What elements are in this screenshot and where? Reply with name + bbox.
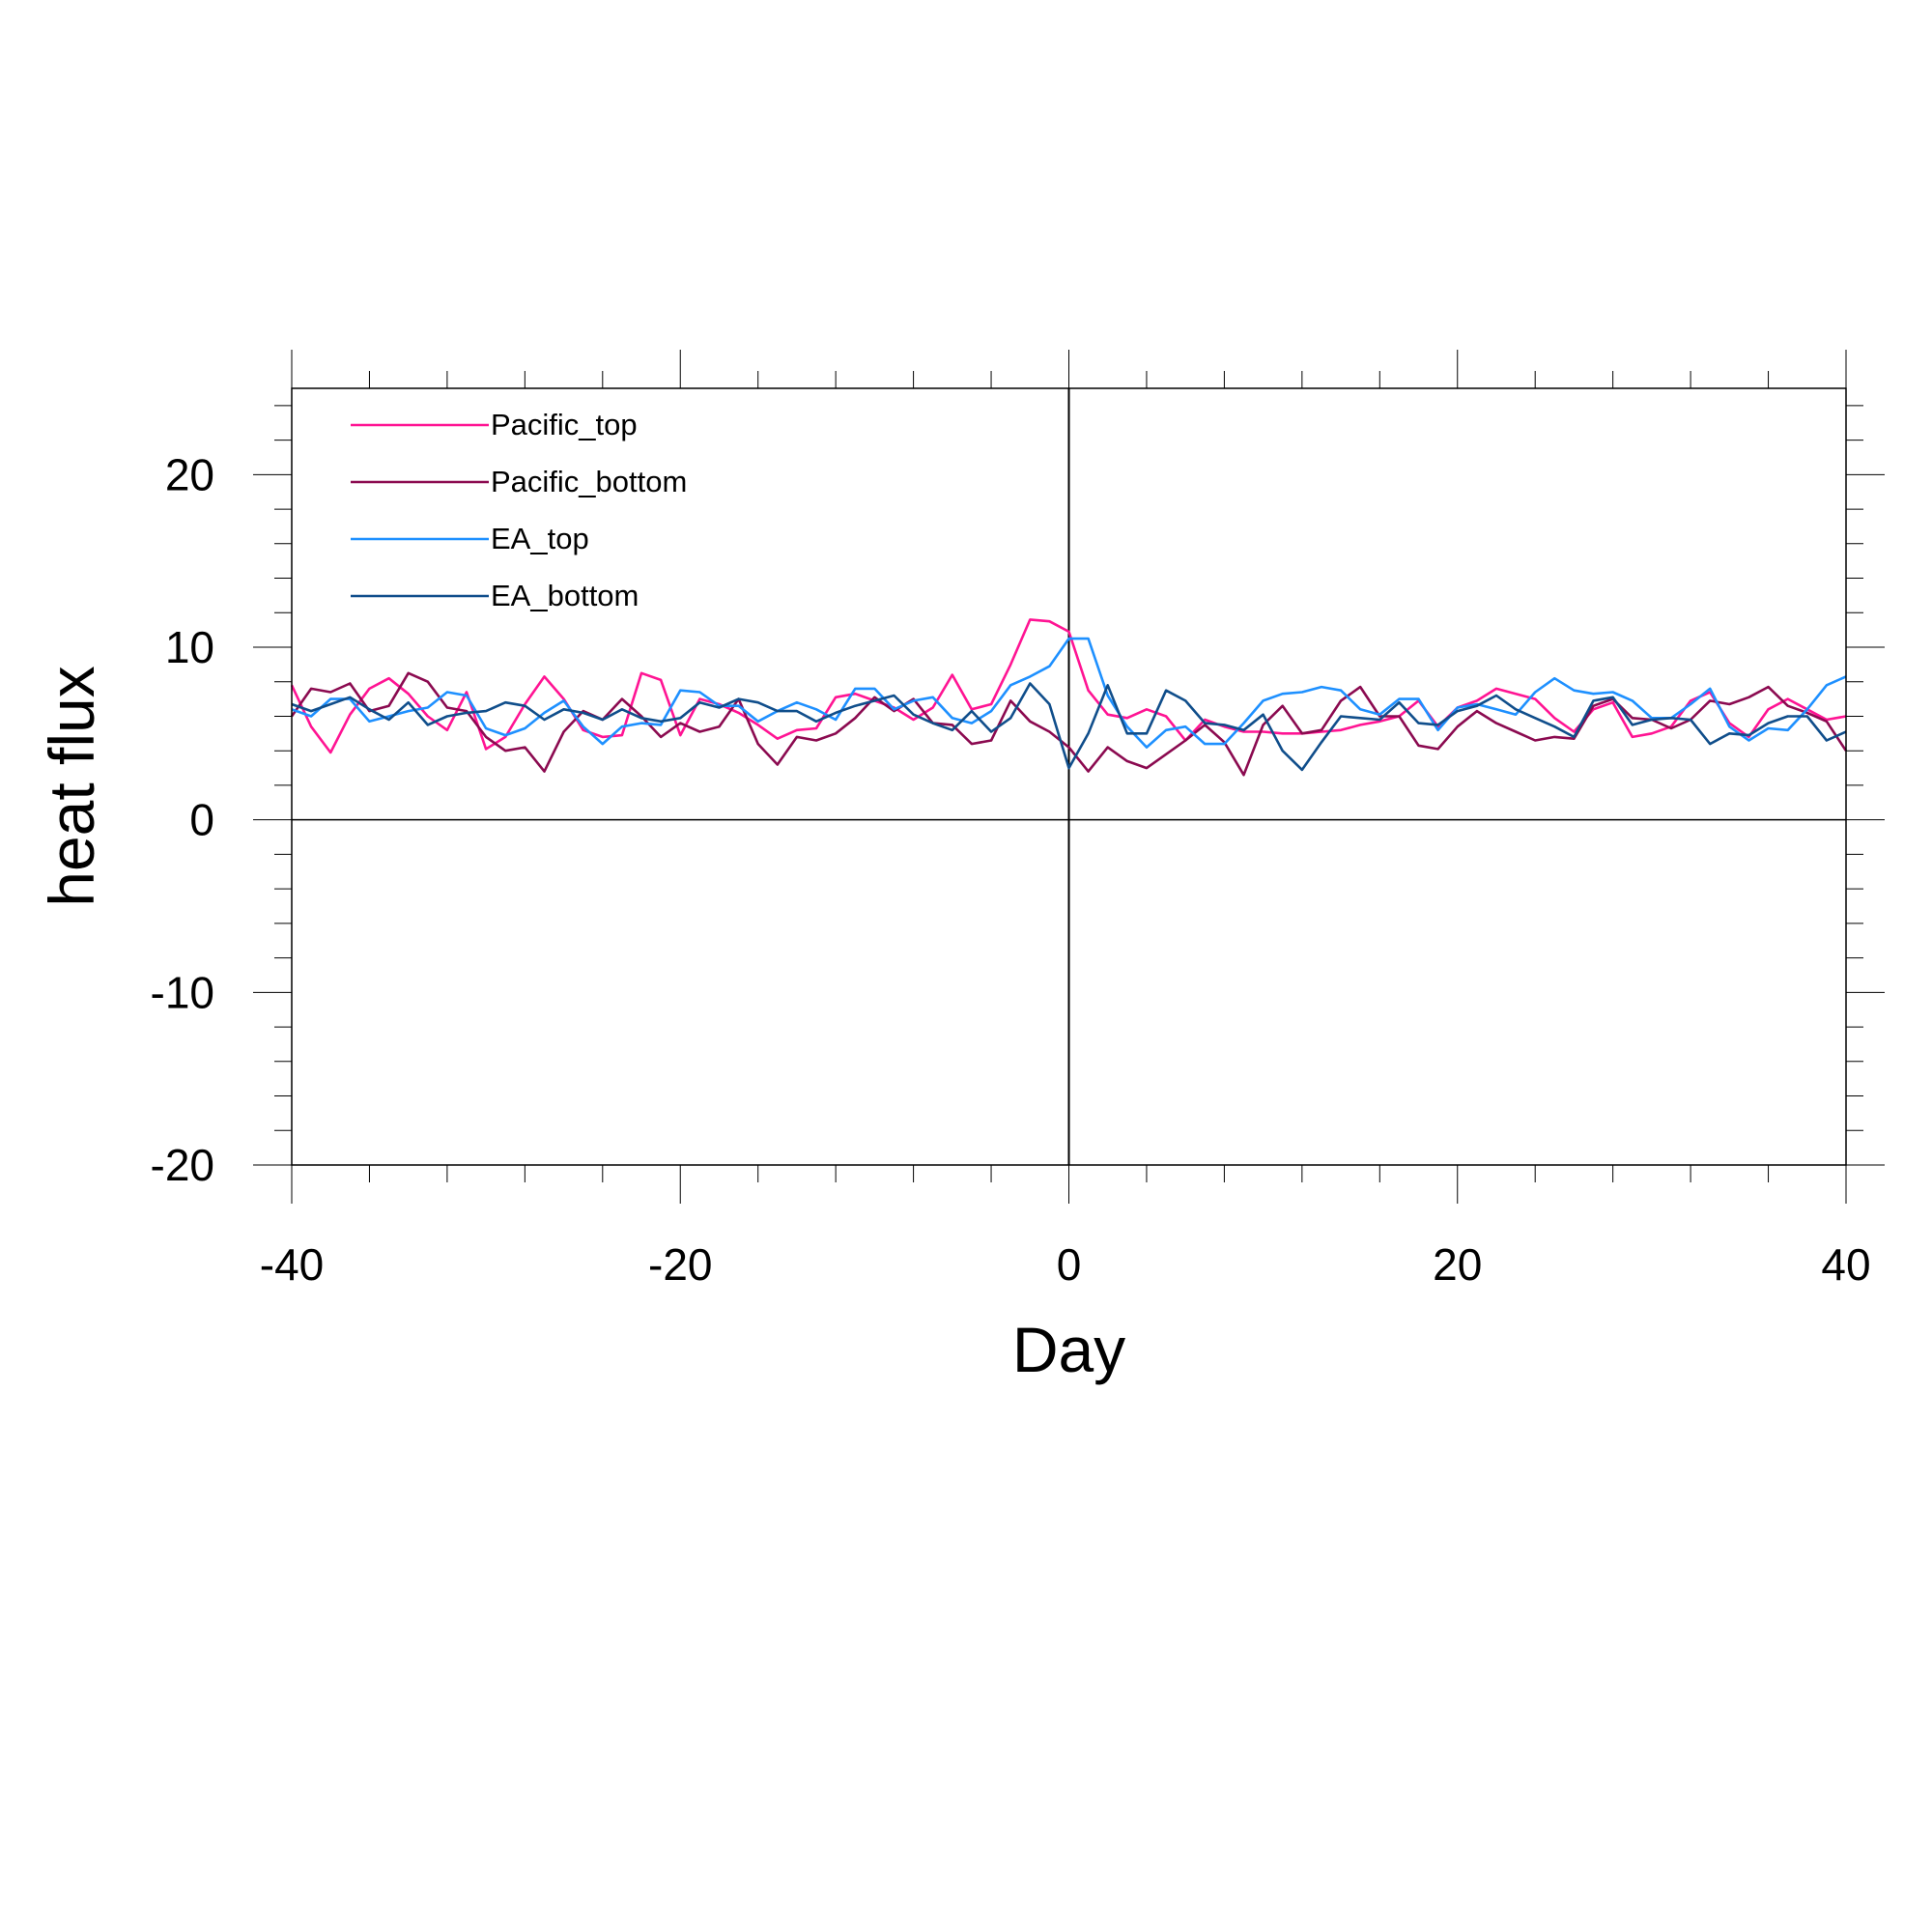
x-axis-title: Day (1012, 1314, 1125, 1385)
reference-lines (292, 388, 1846, 1165)
plot-frame (291, 387, 1847, 1166)
y-axis-title: heat flux (36, 666, 107, 907)
legend-label: EA_bottom (491, 579, 639, 612)
legend-label: Pacific_top (491, 408, 638, 441)
legend-item: Pacific_bottom (351, 465, 687, 498)
x-tick-label: 40 (1821, 1239, 1870, 1290)
tick-labels: -20 -10 0 10 20 -40 -20 0 20 40 (151, 449, 1871, 1290)
x-tick-label: 20 (1433, 1239, 1482, 1290)
legend-label: Pacific_bottom (491, 465, 687, 498)
axis-ticks (253, 350, 1885, 1204)
series-lines (290, 618, 1848, 777)
legend-item: EA_top (351, 522, 589, 555)
legend: Pacific_top Pacific_bottom EA_top EA_bottom (351, 408, 687, 612)
x-tick-label: -20 (648, 1239, 712, 1290)
y-tick-label: 0 (189, 795, 214, 845)
y-tick-label: -10 (151, 967, 214, 1017)
y-tick-label: 20 (165, 449, 214, 499)
series-line-ea-top (291, 637, 1847, 749)
x-tick-label: -40 (260, 1239, 324, 1290)
y-tick-label: -20 (151, 1140, 214, 1190)
series-line-pacific-bottom (290, 671, 1848, 777)
legend-item: EA_bottom (351, 579, 639, 612)
x-tick-label: 0 (1057, 1239, 1082, 1290)
series-line-ea-bottom (291, 682, 1847, 772)
y-tick-label: 10 (165, 622, 214, 672)
legend-item: Pacific_top (351, 408, 638, 441)
legend-label: EA_top (491, 522, 589, 555)
